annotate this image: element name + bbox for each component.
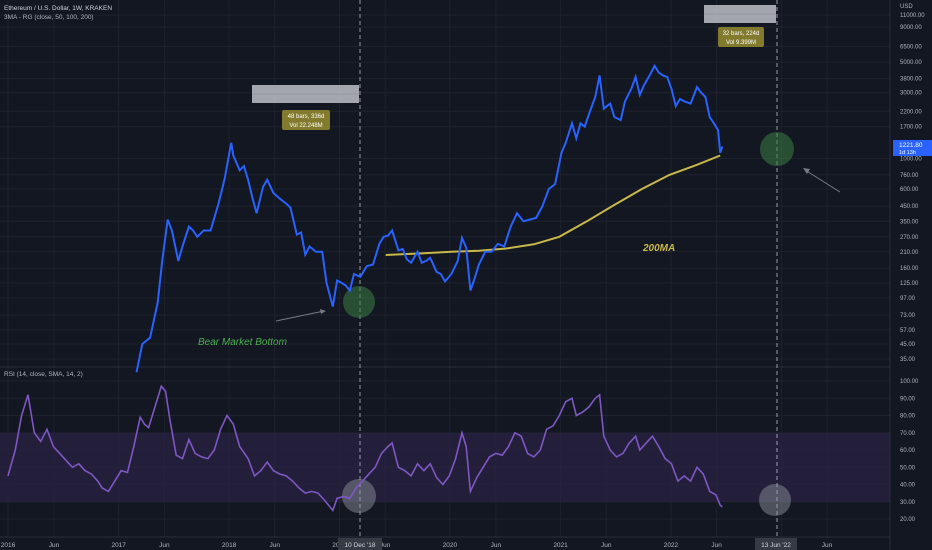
price-tick-label: 57.00 bbox=[900, 328, 916, 334]
measure-label-1-box bbox=[282, 110, 330, 130]
price-tick-label: 760.00 bbox=[900, 173, 919, 179]
arrow-current-head bbox=[803, 168, 810, 174]
price-tick-label: 270.00 bbox=[900, 235, 919, 241]
bottom-circle-2022 bbox=[760, 132, 794, 166]
time-tick-label: Jun bbox=[49, 542, 60, 549]
price-tick-label: 11000.00 bbox=[900, 13, 925, 19]
current-price-countdown: 1d 13h bbox=[899, 150, 916, 156]
rsi-tick-label: 40.00 bbox=[900, 483, 916, 489]
rsi-tick-label: 50.00 bbox=[900, 465, 916, 471]
price-tick-label: 2200.00 bbox=[900, 109, 922, 115]
arrow-current bbox=[804, 169, 841, 193]
time-tick-label: Jun bbox=[159, 542, 170, 549]
current-price-value: 1221.80 bbox=[899, 142, 923, 149]
price-tick-label: 45.00 bbox=[900, 342, 916, 348]
symbol-title[interactable]: Ethereum / U.S. Dollar, 1W, KRAKEN bbox=[4, 5, 112, 12]
price-tick-label: 3800.00 bbox=[900, 77, 922, 83]
time-tick-label: Jun bbox=[380, 542, 391, 549]
time-tick-label: 2016 bbox=[1, 542, 16, 549]
measure-label-2-line2: Vol 9.399M bbox=[726, 40, 756, 46]
time-tick-label: Jun bbox=[270, 542, 281, 549]
measure-label-1-line1: 48 bars, 336d bbox=[288, 114, 325, 120]
currency-label: USD bbox=[900, 4, 913, 10]
time-tick-label: 2022 bbox=[664, 542, 679, 549]
rsi-band bbox=[0, 432, 890, 502]
measure-label-2-box bbox=[718, 27, 764, 47]
time-highlight-right-box bbox=[755, 538, 797, 550]
rsi-tick-label: 30.00 bbox=[900, 500, 916, 506]
arrow-bottom bbox=[275, 310, 325, 322]
rsi-circle-2018 bbox=[342, 479, 376, 513]
price-tick-label: 1700.00 bbox=[900, 125, 922, 131]
price-tick-label: 35.00 bbox=[900, 357, 916, 363]
time-highlight-left: 10 Dec '18 bbox=[345, 542, 376, 549]
time-highlight-right: 13 Jun '22 bbox=[761, 542, 791, 549]
bottom-circle-2018 bbox=[343, 286, 375, 318]
time-tick-label: 2018 bbox=[222, 542, 237, 549]
time-tick-label: Jun bbox=[491, 542, 502, 549]
rsi-tick-label: 70.00 bbox=[900, 431, 916, 437]
ma-200-line bbox=[385, 154, 721, 256]
price-tick-label: 160.00 bbox=[900, 266, 919, 272]
rsi-tick-label: 90.00 bbox=[900, 396, 916, 402]
price-tick-label: 600.00 bbox=[900, 187, 919, 193]
price-tick-label: 210.00 bbox=[900, 250, 919, 256]
rsi-tick-label: 80.00 bbox=[900, 414, 916, 420]
rsi-line bbox=[7, 384, 723, 513]
price-tick-label: 1000.00 bbox=[900, 156, 922, 162]
time-tick-label: 2021 bbox=[553, 542, 568, 549]
time-highlight-left-box bbox=[338, 538, 382, 550]
time-tick-label: Jun bbox=[601, 542, 612, 549]
arrow-bottom-head bbox=[320, 309, 326, 314]
time-tick-label: Jun bbox=[711, 542, 722, 549]
rsi-circle-2022 bbox=[759, 484, 791, 516]
price-tick-label: 125.00 bbox=[900, 281, 919, 287]
price-tick-label: 73.00 bbox=[900, 313, 916, 319]
time-tick-label: Jun bbox=[822, 542, 833, 549]
rsi-tick-label: 20.00 bbox=[900, 517, 916, 523]
time-tick-label: 2017 bbox=[111, 542, 126, 549]
ma-label: 200MA bbox=[642, 243, 675, 254]
price-tick-label: 3000.00 bbox=[900, 91, 922, 97]
rsi-title[interactable]: RSI (14, close, SMA, 14, 2) bbox=[4, 371, 83, 378]
price-tick-label: 350.00 bbox=[900, 219, 919, 225]
measure-label-2-line1: 32 bars, 224d bbox=[723, 31, 760, 37]
bear-market-bottom-label: Bear Market Bottom bbox=[198, 337, 287, 348]
time-tick-label: 2020 bbox=[443, 542, 458, 549]
measure-label-1-line2: Vol 22.248M bbox=[289, 123, 322, 129]
price-tick-label: 450.00 bbox=[900, 204, 919, 210]
price-tick-label: 5000.00 bbox=[900, 60, 922, 66]
price-tick-label: 6500.00 bbox=[900, 44, 922, 50]
price-tick-label: 9000.00 bbox=[900, 25, 922, 31]
price-tick-label: 97.00 bbox=[900, 296, 916, 302]
rsi-axis[interactable]: 100.00 90.00 80.00 70.00 60.00 50.00 40.00 30.0… bbox=[900, 379, 919, 523]
price-line bbox=[135, 63, 724, 373]
price-axis[interactable]: 11000.00 9000.00 6500.00 5000.00 3800.00 3000… bbox=[900, 13, 925, 363]
rsi-tick-label: 60.00 bbox=[900, 448, 916, 454]
rsi-tick-label: 100.00 bbox=[900, 379, 919, 385]
current-price-tag bbox=[893, 140, 932, 156]
indicator-title[interactable]: 3MA - RG (close, 50, 100, 200) bbox=[4, 14, 94, 21]
